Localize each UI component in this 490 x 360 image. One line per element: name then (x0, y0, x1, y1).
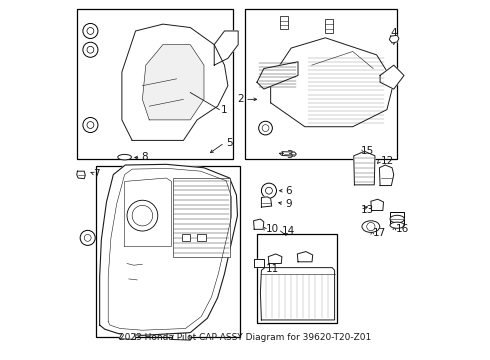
Polygon shape (270, 38, 394, 127)
Polygon shape (122, 24, 228, 140)
Polygon shape (254, 260, 264, 267)
Text: 14: 14 (282, 226, 295, 236)
Bar (197, 234, 206, 241)
Bar (257, 234, 337, 323)
Polygon shape (77, 171, 85, 179)
Polygon shape (268, 254, 282, 264)
Text: 13: 13 (361, 205, 374, 215)
Text: 2023 Honda Pilot CAP ASSY Diagram for 39620-T20-Z01: 2023 Honda Pilot CAP ASSY Diagram for 39… (119, 333, 371, 342)
Polygon shape (262, 197, 271, 207)
Text: 9: 9 (285, 199, 292, 209)
Text: 8: 8 (142, 153, 148, 162)
Bar (182, 234, 190, 241)
Polygon shape (260, 267, 335, 320)
Polygon shape (380, 65, 404, 89)
Circle shape (83, 42, 98, 57)
Polygon shape (379, 165, 394, 185)
Polygon shape (253, 219, 264, 229)
Circle shape (84, 234, 91, 241)
Circle shape (83, 117, 98, 132)
Circle shape (262, 125, 269, 131)
Circle shape (392, 36, 396, 41)
Polygon shape (119, 334, 136, 339)
Circle shape (262, 183, 276, 198)
Bar (245, 9, 397, 159)
Circle shape (367, 222, 375, 231)
Polygon shape (214, 31, 238, 65)
Bar (96, 166, 240, 337)
Polygon shape (172, 336, 190, 340)
Polygon shape (297, 252, 313, 262)
Polygon shape (257, 62, 298, 89)
Bar (390, 212, 404, 225)
Text: 1: 1 (221, 105, 228, 114)
Text: 12: 12 (381, 156, 394, 166)
Bar (173, 178, 230, 257)
Bar (325, 19, 333, 33)
Text: 4: 4 (391, 28, 397, 38)
Circle shape (80, 230, 95, 246)
Text: 17: 17 (373, 229, 387, 238)
Text: 3: 3 (286, 150, 293, 160)
Bar (77, 9, 233, 159)
Polygon shape (390, 35, 399, 43)
Polygon shape (282, 152, 296, 156)
Text: 5: 5 (226, 138, 233, 148)
Circle shape (87, 46, 94, 53)
Circle shape (83, 23, 98, 39)
Circle shape (127, 200, 158, 231)
Ellipse shape (390, 222, 404, 228)
Polygon shape (99, 164, 238, 336)
Bar (280, 15, 289, 29)
Circle shape (132, 205, 153, 226)
Polygon shape (354, 151, 375, 185)
Polygon shape (143, 45, 204, 120)
Circle shape (259, 121, 272, 135)
Circle shape (87, 27, 94, 34)
Text: 10: 10 (266, 224, 279, 234)
Text: 6: 6 (285, 186, 292, 196)
Text: 15: 15 (361, 146, 374, 156)
Ellipse shape (118, 154, 131, 160)
Circle shape (87, 122, 94, 129)
Text: 11: 11 (266, 264, 279, 274)
Circle shape (266, 187, 272, 194)
Text: 7: 7 (93, 168, 99, 179)
Ellipse shape (390, 215, 404, 223)
Text: 2: 2 (237, 94, 244, 104)
Text: 16: 16 (395, 224, 409, 234)
Ellipse shape (362, 221, 380, 233)
Polygon shape (371, 199, 384, 211)
